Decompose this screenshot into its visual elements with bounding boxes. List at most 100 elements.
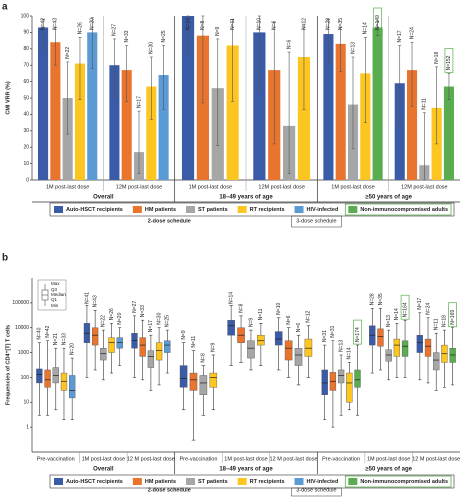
n-label: N=9 <box>211 342 217 352</box>
highlight-frame <box>373 7 382 33</box>
box <box>100 347 107 361</box>
n-label: N=10 <box>257 18 263 30</box>
category-label: 12 M post-last dose <box>412 456 460 462</box>
box-legend-label: Min <box>51 303 59 308</box>
legend-frame <box>49 474 455 489</box>
n-label: N=43 <box>53 18 59 30</box>
box <box>155 342 163 361</box>
y-tick-label: 100 <box>21 375 30 381</box>
n-label: N=24 <box>409 27 415 39</box>
n-label: N=25 <box>161 30 167 42</box>
n-label: N=6 <box>286 315 292 325</box>
y-tick-label: 10000 <box>15 325 29 331</box>
n-label: N=169 <box>450 310 456 325</box>
n-label: N=149 <box>375 15 381 30</box>
n-label: N=13 <box>350 42 356 54</box>
box <box>433 352 440 371</box>
box <box>44 369 51 388</box>
box <box>108 337 115 353</box>
bar <box>121 70 132 180</box>
highlight-frame <box>444 48 454 73</box>
box <box>179 365 188 388</box>
box <box>69 375 76 399</box>
box <box>274 331 283 346</box>
category-label: 1M post-last dose <box>189 184 232 190</box>
category-label: Pre-vaccination <box>322 456 360 462</box>
n-label: N=17 <box>148 320 154 332</box>
group-label: ≥50 years of age <box>365 467 412 473</box>
n-label: N=35 <box>378 293 384 305</box>
n-label: N=10 <box>276 303 282 315</box>
category-label: 1M post-last dose <box>82 456 125 462</box>
bar <box>109 65 120 180</box>
category-label: 12M post-last dose <box>116 184 162 190</box>
n-label: N=31 <box>330 325 336 337</box>
box <box>385 349 392 362</box>
n-label: N=26 <box>109 308 115 320</box>
n-label: N=14 <box>185 18 191 30</box>
box <box>354 369 361 388</box>
box <box>36 368 43 384</box>
n-label: N=9 <box>248 318 254 328</box>
box-legend-label: Q3 <box>51 287 58 292</box>
legend-swatch <box>237 478 247 485</box>
legend-label: ST patients <box>198 479 228 485</box>
highlight-frame <box>353 319 362 345</box>
n-label: N=9 <box>181 330 187 340</box>
n-label: N=30 <box>156 312 162 324</box>
box <box>91 327 99 346</box>
highlight-frame <box>400 294 410 320</box>
n-label: N=33 <box>124 30 130 42</box>
legend-label: RT recipients <box>250 479 285 485</box>
bar <box>394 83 405 180</box>
n-label: N=11 <box>258 308 264 320</box>
n-label: N=17 <box>397 30 403 42</box>
box <box>60 372 68 391</box>
n-label: N=27 <box>132 301 138 313</box>
n-label: N=28 <box>326 18 332 30</box>
legend-note: 3-dose schedule <box>296 487 336 493</box>
category-label: 1M post-last dose <box>46 184 89 190</box>
bar <box>181 16 195 180</box>
category-label: 1M post-last dose <box>367 456 410 462</box>
n-label: N=8 <box>201 353 207 363</box>
legend-label: Auto-HSCT recipients <box>66 207 123 213</box>
n-label: N=41 <box>84 292 90 304</box>
n-label: N=22 <box>101 315 107 327</box>
y-tick-label: 30 <box>23 128 29 134</box>
group-label: ≥50 years of age <box>365 195 412 201</box>
bar <box>50 42 61 180</box>
legend-swatch <box>132 478 142 485</box>
n-label: N=6 <box>286 40 292 50</box>
legend-label: HM patients <box>145 479 176 485</box>
legend-label: Non-immunocompromised adults <box>360 479 448 485</box>
n-label: N=152 <box>446 55 452 70</box>
highlight-frame <box>448 302 457 328</box>
legend-note: 2-dose schedule <box>148 487 191 493</box>
bar <box>443 86 454 180</box>
n-label: N=6 <box>296 323 302 333</box>
category-label: 12 M post-last dose <box>127 456 175 462</box>
group-label: Overall <box>93 467 114 473</box>
bar <box>323 34 334 180</box>
n-label: N=174 <box>355 327 361 342</box>
category-label: 1M post-last dose <box>331 184 374 190</box>
n-label: N=24 <box>425 303 431 315</box>
n-label: N=6 <box>272 20 278 30</box>
category-label: Pre-vaccination <box>179 456 217 462</box>
n-label: N=12 <box>306 310 312 322</box>
n-label: N=43 <box>92 295 98 307</box>
box <box>321 369 328 396</box>
n-label: N=9 <box>215 26 221 36</box>
legend-note: 3-dose schedule <box>296 218 336 224</box>
panel-label: a <box>2 2 8 13</box>
n-label: N=20 <box>117 312 123 324</box>
bar <box>38 27 49 181</box>
n-label: N=18 <box>442 315 448 327</box>
y-tick-label: 90 <box>23 30 29 36</box>
legend-swatch <box>237 206 247 213</box>
box <box>416 334 423 353</box>
bar <box>335 43 346 180</box>
n-label: N=42 <box>40 18 46 30</box>
y-tick-label: 70 <box>23 63 29 69</box>
